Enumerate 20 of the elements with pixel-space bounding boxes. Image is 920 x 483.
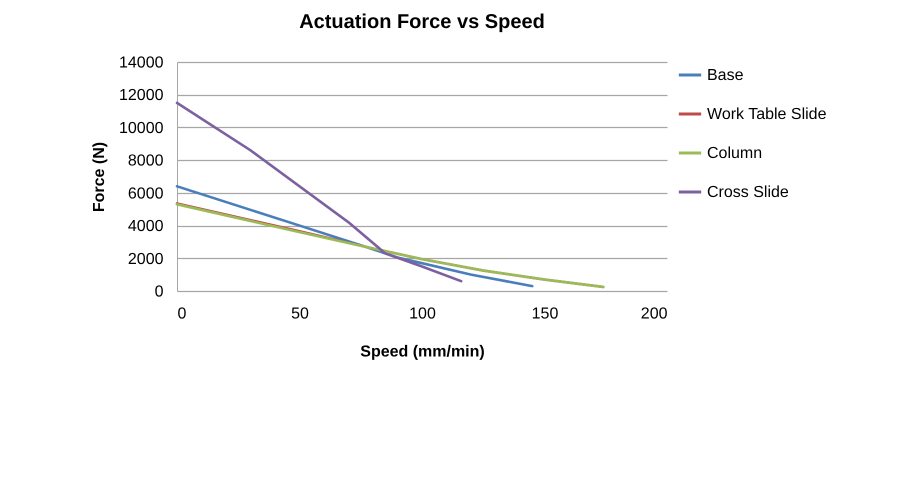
y-tick-label: 2000: [128, 250, 164, 268]
y-tick-label: 14000: [119, 54, 164, 72]
x-tick-label: 150: [532, 306, 558, 322]
y-tick-label: 8000: [128, 152, 164, 170]
y-tick-label: 10000: [119, 120, 164, 137]
y-tick-label: 6000: [128, 185, 164, 202]
x-axis-title: Speed (mm/min): [360, 344, 485, 360]
y-tick-label: 12000: [119, 87, 164, 104]
y-tick-label: 4000: [128, 218, 164, 236]
legend-label: Base: [707, 67, 744, 84]
x-tick-label: 200: [640, 306, 668, 322]
x-tick-label: 100: [409, 306, 436, 322]
y-axis-title: Force (N): [91, 142, 108, 212]
legend-label: Work Table Slide: [707, 106, 827, 123]
chart-title: Actuation Force vs Speed: [299, 11, 545, 33]
legend-label: Cross Slide: [707, 184, 789, 201]
y-tick-label: 0: [154, 284, 164, 300]
x-tick-label: 50: [291, 306, 309, 322]
x-tick-label: 0: [178, 306, 186, 322]
legend-label: Column: [707, 145, 762, 162]
